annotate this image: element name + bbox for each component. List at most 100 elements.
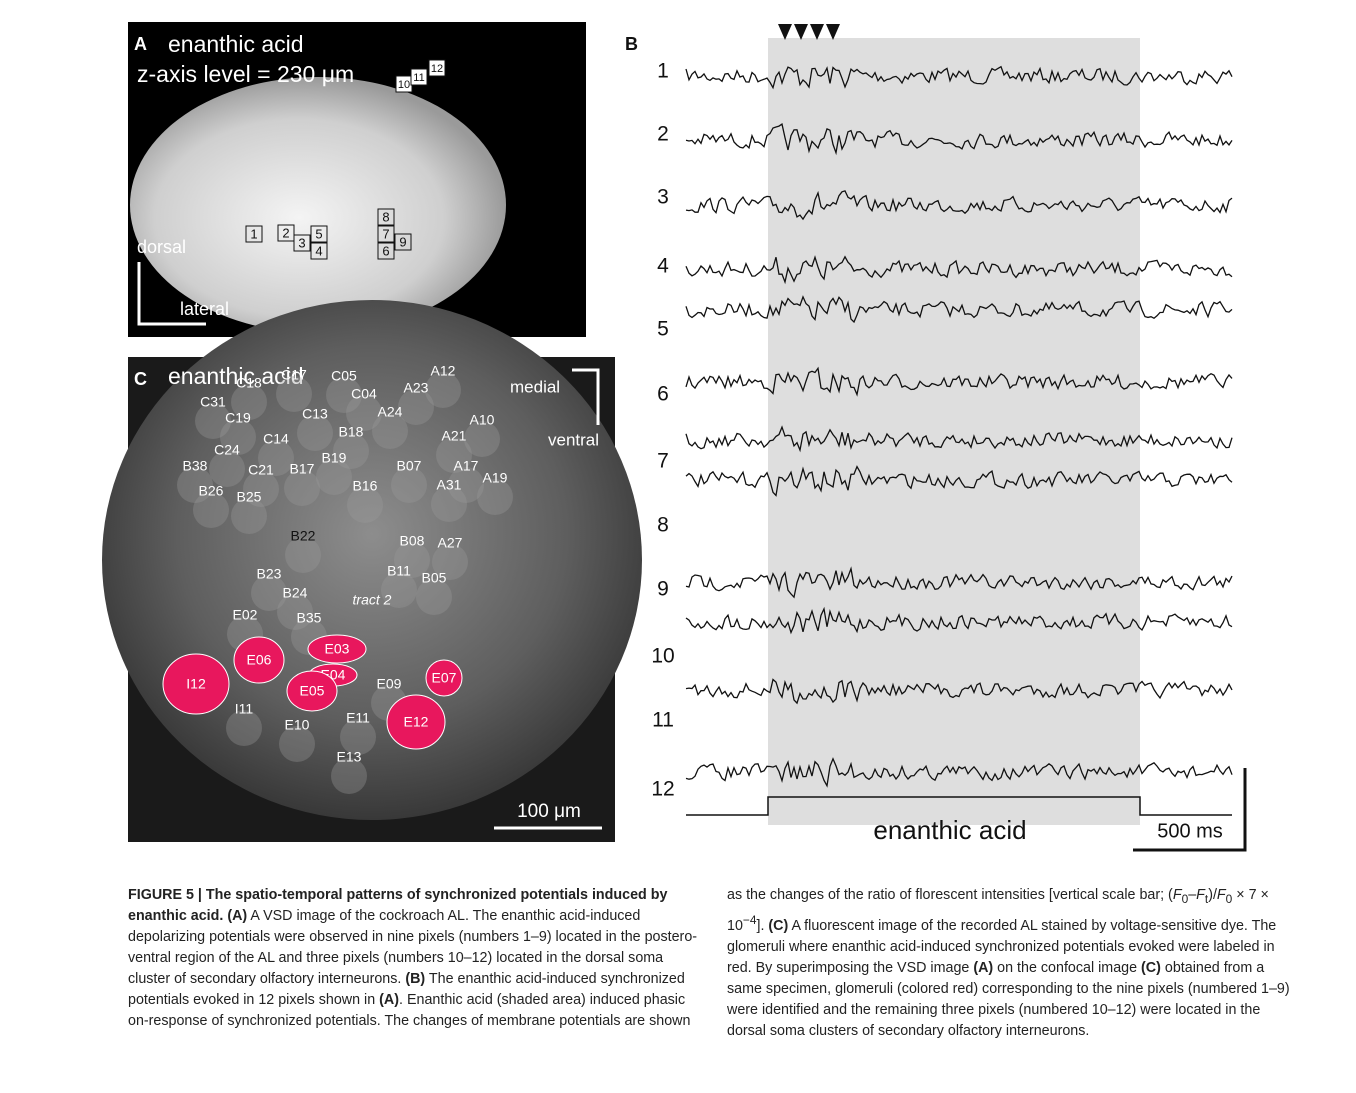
pixel-label: 1 (250, 226, 257, 241)
trace-label: 9 (657, 578, 669, 601)
glomerulus-label: A21 (442, 428, 467, 444)
glomerulus-label: E11 (346, 710, 370, 726)
trace-label: 8 (657, 514, 669, 537)
glomerulus-label: C18 (236, 375, 262, 391)
pixel-label: 6 (382, 243, 389, 258)
glomerulus-label: B07 (397, 458, 422, 474)
glomerulus-label: A17 (454, 458, 479, 474)
orientation-label: ventral (548, 430, 599, 449)
glomerulus-label: A31 (437, 477, 462, 493)
glomerulus-label: A10 (470, 412, 495, 428)
glomerulus-label: B22 (291, 528, 316, 544)
stimulus-label: enanthic acid (873, 815, 1026, 845)
glomerulus-label: I12 (186, 676, 206, 692)
antennal-lobe (130, 77, 506, 333)
trace-label: 12 (651, 778, 674, 801)
glomerulus-label: E07 (432, 670, 457, 686)
stimulus-arrowhead (826, 24, 840, 40)
caption: FIGURE 5 | The spatio-temporal patterns … (128, 885, 1300, 1042)
stimulus-arrowhead (810, 24, 824, 40)
glomerulus-label: E12 (404, 714, 429, 730)
glomerulus-label: B25 (237, 489, 262, 505)
glomerulus-label: A27 (438, 535, 463, 551)
glomerulus-label: B19 (322, 450, 347, 466)
scale-label: 500 ms (1157, 820, 1223, 842)
trace-label: 6 (657, 383, 669, 406)
glomerulus-label: C04 (351, 386, 377, 402)
caption-text: (A) (973, 960, 993, 976)
glomerulus-label: C05 (331, 368, 357, 384)
glomerulus-label: B16 (353, 478, 378, 494)
stimulus-shade (768, 38, 1140, 825)
caption-text: ]. (756, 918, 768, 934)
glomerulus-label: C13 (302, 406, 328, 422)
glomerulus-label: A12 (431, 363, 456, 379)
caption-text: )/ (1208, 887, 1217, 903)
glomerulus-label: C19 (225, 410, 251, 426)
pixel-label: 11 (413, 72, 424, 84)
tract-label: tract 2 (353, 592, 392, 608)
glomerulus-label: E09 (377, 676, 402, 692)
glomerulus-label: E10 (285, 717, 310, 733)
glomerulus-label: B38 (183, 458, 208, 474)
caption-text: on the confocal image (993, 960, 1141, 976)
glomerulus-label: E02 (233, 607, 258, 623)
glomerulus-label: E06 (247, 652, 272, 668)
page: Aenanthic acidz-axis level = 230 μm12345… (0, 0, 1356, 1093)
glomerulus-label: B08 (400, 533, 425, 549)
caption-text: F (1196, 887, 1205, 903)
glomerulus-label: B23 (257, 566, 282, 582)
caption-text: (C) (768, 918, 788, 934)
stimulus-arrowhead (778, 24, 792, 40)
glomerulus-label: C21 (248, 462, 274, 478)
orientation-label: medial (510, 377, 560, 396)
glomerulus-label: B26 (199, 483, 224, 499)
trace-label: 1 (657, 60, 669, 83)
orientation-label: lateral (180, 299, 229, 319)
caption-text: (A) (379, 992, 399, 1008)
glomerulus-label: B24 (283, 585, 308, 601)
orientation-label: dorsal (137, 237, 186, 257)
pixel-label: 5 (315, 226, 322, 241)
caption-text: F (1173, 887, 1182, 903)
panel-letter: B (625, 34, 638, 54)
caption-text: (A) (227, 908, 247, 924)
caption-text: (C) (1141, 960, 1161, 976)
caption-text: −4 (743, 913, 757, 927)
trace-label: 11 (652, 709, 674, 732)
pixel-label: 7 (382, 226, 389, 241)
trace-label: 7 (657, 450, 669, 473)
glomerulus-label: A24 (378, 404, 403, 420)
glomerulus-label: B18 (339, 424, 364, 440)
caption-text: – (1188, 887, 1196, 903)
pixel-label: 3 (298, 235, 305, 250)
stimulus-arrowhead (794, 24, 808, 40)
glomerulus-label: B05 (422, 570, 447, 586)
trace-label: 10 (651, 645, 674, 668)
panel-letter: A (134, 34, 147, 54)
glomerulus-label: I11 (235, 701, 254, 717)
glomerulus-label: C17 (281, 367, 307, 383)
caption-text: (B) (405, 971, 425, 987)
pixel-label: 12 (431, 63, 443, 75)
glomerulus-label: E05 (300, 683, 325, 699)
caption-text: F (1217, 887, 1226, 903)
glomerulus-label: C14 (263, 431, 289, 447)
trace-label: 5 (657, 318, 669, 341)
glomerulus-label: A23 (404, 380, 429, 396)
glomerulus-label: C31 (200, 394, 226, 410)
pixel-label: 8 (382, 209, 389, 224)
trace-label: 3 (657, 186, 669, 209)
glomerulus-label: E03 (325, 641, 350, 657)
glomerulus-label: B17 (290, 461, 315, 477)
pixel-label: 2 (282, 225, 289, 240)
glomerulus-label: B35 (297, 610, 322, 626)
glomerulus-label: C24 (214, 442, 240, 458)
scale-label: 100 μm (517, 801, 581, 822)
z-level: z-axis level = 230 μm (137, 61, 354, 87)
glomerulus-label: B11 (387, 563, 411, 579)
pixel-label: 10 (398, 79, 410, 91)
glomerulus-label: E13 (337, 749, 362, 765)
panel-title: enanthic acid (168, 31, 304, 57)
